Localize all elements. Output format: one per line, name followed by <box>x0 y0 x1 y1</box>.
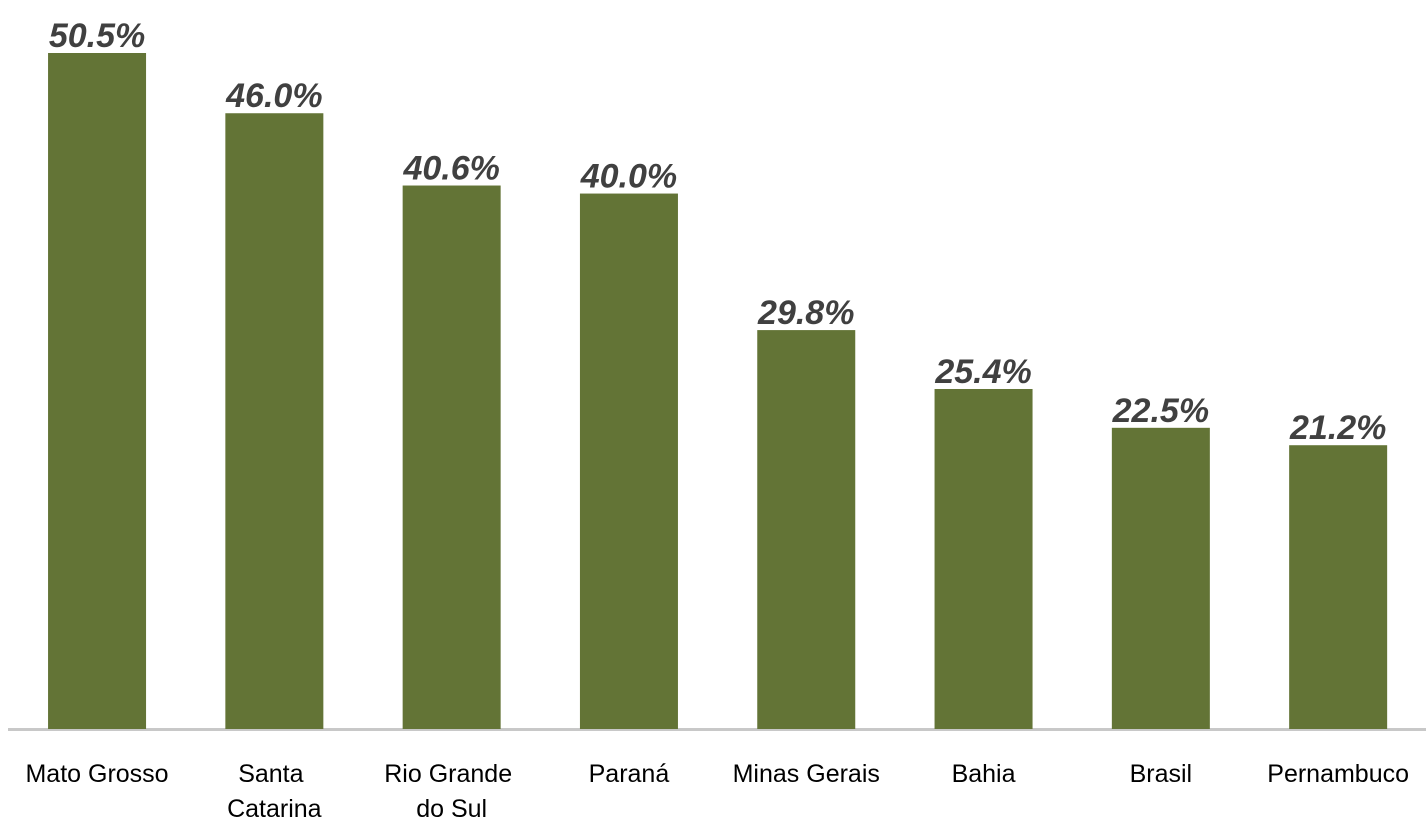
data-label: 46.0% <box>225 77 322 115</box>
x-tick-label: Minas Gerais <box>733 760 880 788</box>
bar <box>402 185 501 729</box>
x-tick-label: Bahia <box>952 760 1016 788</box>
x-tick-label: Rio Grande do Sul <box>384 760 519 823</box>
data-label: 40.0% <box>580 158 677 196</box>
data-label: 29.8% <box>757 294 854 332</box>
data-label: 22.5% <box>1112 392 1209 430</box>
bar <box>579 193 678 730</box>
bar <box>48 53 147 729</box>
bar <box>1289 445 1388 729</box>
x-tick-label: Paraná <box>589 760 670 788</box>
data-label: 40.6% <box>402 150 499 188</box>
x-tick-label: Brasil <box>1130 760 1193 788</box>
bar <box>757 330 856 729</box>
bar <box>1111 427 1210 729</box>
x-tick-label: Santa Catarina <box>227 760 322 823</box>
data-label: 25.4% <box>934 353 1031 391</box>
x-tick-label: Pernambuco <box>1267 760 1409 788</box>
bar <box>225 113 324 730</box>
bar <box>934 388 1033 729</box>
data-label: 50.5% <box>49 17 145 55</box>
data-label: 21.2% <box>1289 409 1386 447</box>
x-tick-label: Mato Grosso <box>25 760 168 788</box>
